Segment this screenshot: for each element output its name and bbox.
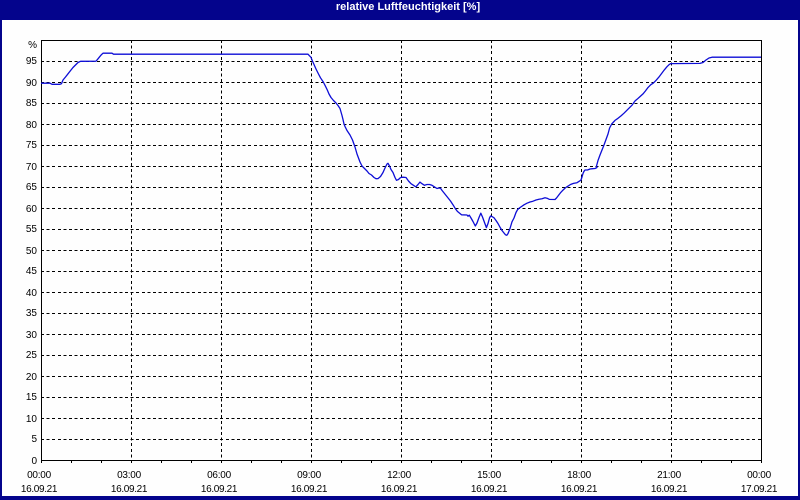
svg-text:60: 60	[26, 204, 38, 215]
svg-text:16.09.21: 16.09.21	[201, 484, 238, 495]
svg-text:00:00: 00:00	[27, 470, 51, 481]
svg-text:45: 45	[26, 266, 38, 277]
svg-text:17.09.21: 17.09.21	[741, 484, 778, 495]
svg-text:35: 35	[26, 308, 38, 319]
svg-text:18:00: 18:00	[567, 470, 591, 481]
svg-text:09:00: 09:00	[297, 470, 321, 481]
svg-text:85: 85	[26, 98, 38, 109]
svg-text:55: 55	[26, 224, 38, 235]
svg-text:03:00: 03:00	[117, 470, 141, 481]
svg-text:21:00: 21:00	[657, 470, 681, 481]
svg-text:16.09.21: 16.09.21	[651, 484, 688, 495]
svg-text:15:00: 15:00	[477, 470, 501, 481]
svg-text:0: 0	[31, 456, 37, 467]
svg-text:20: 20	[26, 372, 38, 383]
svg-text:10: 10	[26, 414, 38, 425]
svg-text:30: 30	[26, 330, 38, 341]
svg-text:40: 40	[26, 288, 38, 299]
svg-text:00:00: 00:00	[747, 470, 771, 481]
svg-text:06:00: 06:00	[207, 470, 231, 481]
svg-text:5: 5	[31, 434, 37, 445]
svg-text:16.09.21: 16.09.21	[21, 484, 58, 495]
svg-text:75: 75	[26, 140, 38, 151]
svg-text:12:00: 12:00	[387, 470, 411, 481]
svg-text:16.09.21: 16.09.21	[291, 484, 328, 495]
svg-text:65: 65	[26, 182, 38, 193]
svg-text:%: %	[28, 40, 37, 51]
svg-text:16.09.21: 16.09.21	[111, 484, 148, 495]
svg-text:95: 95	[26, 56, 38, 67]
svg-text:16.09.21: 16.09.21	[381, 484, 418, 495]
svg-text:15: 15	[26, 392, 38, 403]
svg-text:80: 80	[26, 120, 38, 131]
svg-text:90: 90	[26, 78, 38, 89]
svg-text:50: 50	[26, 246, 38, 257]
svg-text:25: 25	[26, 350, 38, 361]
svg-text:70: 70	[26, 162, 38, 173]
svg-text:16.09.21: 16.09.21	[471, 484, 508, 495]
svg-text:16.09.21: 16.09.21	[561, 484, 598, 495]
